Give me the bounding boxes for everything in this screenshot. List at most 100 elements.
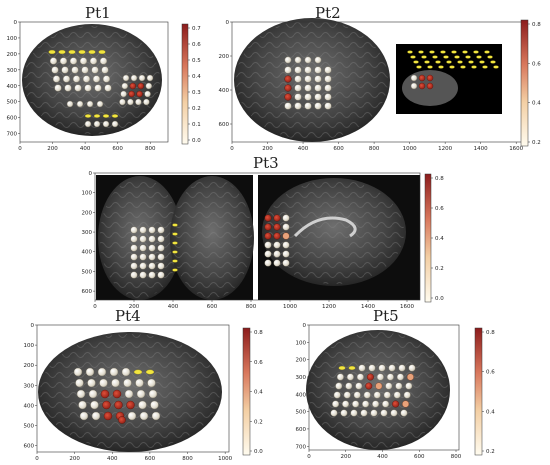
pt3-axis-xtick-label: 600 — [207, 304, 218, 310]
electrode — [294, 102, 302, 110]
electrode — [99, 57, 108, 65]
electrode — [314, 75, 322, 83]
pt2-axis-xtick-label: 800 — [369, 146, 380, 152]
electrode-hot — [114, 400, 123, 410]
pt4-axis-ytick-label: 100 — [24, 343, 35, 349]
pt1-axis-ytick-label: 600 — [7, 116, 18, 122]
pt4-colorbar-tick-label: 0.8 — [254, 330, 263, 336]
electrode — [294, 75, 302, 83]
pt3-colorbar-tick-label: 0.0 — [435, 296, 444, 302]
pt3-axis-xtick-label: 1400 — [361, 304, 375, 310]
electrode — [51, 66, 59, 74]
pt4-colorbar — [242, 327, 251, 456]
electrode-edge-on — [473, 50, 479, 54]
electrode — [304, 66, 312, 74]
pt4-axis-xtick-label: 800 — [182, 456, 193, 462]
pt2-axis-xtick-label: 1400 — [474, 146, 488, 152]
electrode — [91, 66, 99, 74]
electrode — [405, 382, 413, 390]
pt3-axis-xtick-label: 1600 — [400, 304, 414, 310]
electrode — [148, 253, 156, 261]
electrode-hot — [365, 382, 373, 390]
pt4-axis-xtick-label: 1000 — [218, 456, 232, 462]
electrode — [355, 382, 363, 390]
electrode-edge-on — [172, 250, 178, 254]
electrode — [84, 84, 92, 92]
electrode — [395, 382, 403, 390]
pt3-colorbar-tick-label: 0.8 — [435, 176, 444, 182]
pt3-axis-ytick-label: 200 — [82, 210, 93, 216]
electrode — [82, 75, 91, 83]
electrode — [386, 373, 394, 381]
pt4-axis-ytick-label: 500 — [24, 424, 35, 430]
electrode — [273, 241, 281, 249]
electrode-hot — [100, 389, 110, 399]
electrode — [138, 74, 146, 82]
electrode — [380, 409, 388, 417]
pt3-colorbar-tick-label: 0.2 — [435, 266, 444, 272]
panel-title-pt5: Pt5 — [373, 307, 399, 325]
electrode-edge-on — [93, 114, 101, 118]
pt5-axis-ytick-label: 100 — [296, 340, 307, 346]
pt3-axis-xtick-label: 400 — [168, 304, 179, 310]
electrode — [148, 235, 156, 243]
electrode-hot — [137, 82, 145, 90]
electrode — [356, 373, 364, 381]
electrode — [294, 93, 302, 101]
electrode — [342, 400, 350, 408]
electrode-edge-on — [88, 49, 96, 55]
pt3-axis-ytick-label: 300 — [82, 230, 93, 236]
electrode — [157, 244, 165, 252]
electrode — [102, 120, 110, 128]
electrode — [282, 241, 290, 249]
electrode — [148, 389, 158, 399]
pt2-colorbar-tick-label: 0.4 — [532, 101, 541, 107]
electrode — [360, 409, 368, 417]
electrode-hot — [418, 82, 426, 90]
pt5-axis-ytick-label: 400 — [296, 392, 307, 398]
electrode-hot — [284, 84, 292, 92]
pt3-brain-right-texture — [172, 178, 252, 298]
electrode — [333, 391, 341, 399]
electrode-edge-on — [446, 60, 452, 64]
pt1-colorbar-tick-label: 0.0 — [192, 138, 201, 144]
electrode — [130, 235, 138, 243]
electrode-hot — [273, 232, 281, 240]
pt3-axis-ytick-label: 100 — [82, 191, 93, 197]
electrode — [119, 98, 126, 106]
electrode — [358, 364, 366, 372]
electrode-edge-on — [58, 49, 66, 55]
pt3-axis-frame — [94, 172, 421, 301]
electrode — [148, 244, 156, 252]
pt1-axis-xtick-label: 600 — [112, 146, 123, 152]
electrode-edge-on — [172, 259, 178, 263]
pt4-axis-xtick-label: 200 — [69, 456, 80, 462]
electrode — [92, 75, 101, 83]
electrode — [104, 84, 112, 92]
electrode — [157, 271, 165, 279]
electrode — [90, 400, 99, 410]
electrode-hot — [284, 75, 292, 83]
pt3-axis-ytick-label: 400 — [82, 250, 93, 256]
electrode — [304, 84, 312, 92]
pt4-axis-ytick-label: 400 — [24, 403, 35, 409]
electrode — [139, 411, 149, 421]
panel-title-pt2: Pt2 — [315, 4, 341, 22]
electrode — [76, 100, 84, 108]
electrode-edge-on — [172, 268, 178, 272]
electrode — [59, 57, 68, 65]
electrode — [102, 75, 111, 83]
electrode — [304, 102, 312, 110]
electrode — [66, 100, 74, 108]
electrode — [148, 262, 156, 270]
electrode — [284, 56, 292, 64]
pt5-colorbar-tick-label: 0.4 — [486, 409, 495, 415]
electrode-edge-on — [98, 49, 106, 55]
electrode — [403, 391, 411, 399]
pt1-axis-ytick-label: 0 — [14, 20, 18, 26]
electrode — [93, 120, 101, 128]
pt1-axis-ytick-label: 400 — [7, 84, 18, 90]
electrode-hot — [103, 411, 113, 421]
pt1-colorbar — [181, 23, 189, 145]
electrode-edge-on — [348, 366, 356, 370]
